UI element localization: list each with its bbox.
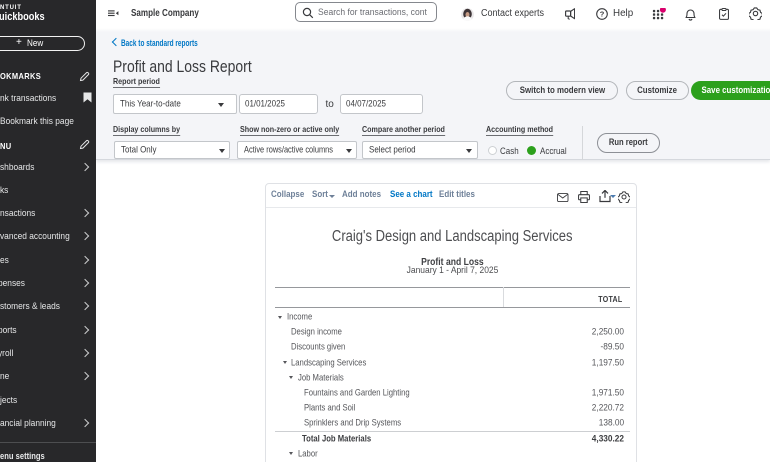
svg-text:?: ? [600, 9, 605, 18]
